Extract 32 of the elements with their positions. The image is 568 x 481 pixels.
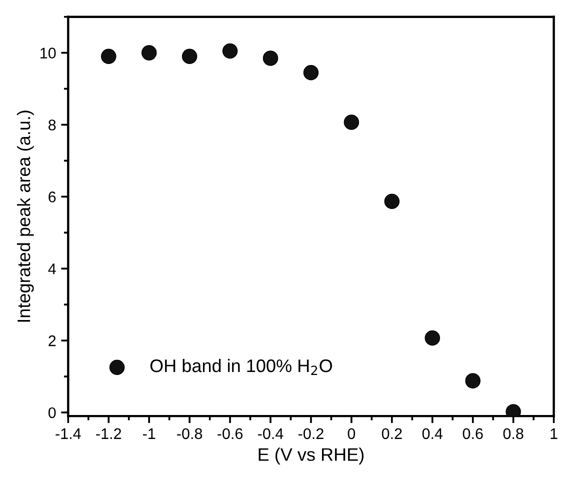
y-tick-label: 6 <box>48 192 56 202</box>
y-tick-label: 8 <box>48 120 56 130</box>
x-tick-label: -0.4 <box>258 428 284 440</box>
x-axis-title: E (V vs RHE) <box>258 448 364 464</box>
point <box>182 48 198 64</box>
point <box>222 43 238 59</box>
x-tick-label: 1 <box>550 428 558 439</box>
point <box>141 45 157 60</box>
point <box>465 373 480 388</box>
x-tick-label: 0.8 <box>503 428 524 440</box>
point <box>424 330 440 346</box>
y-tick-label: 10 <box>40 48 56 58</box>
x-tick-label: -1.4 <box>56 428 81 439</box>
point <box>100 48 116 64</box>
x-tick-label: -1 <box>142 428 156 439</box>
point <box>262 50 278 66</box>
point <box>303 64 319 80</box>
x-tick-label: 0 <box>348 428 356 440</box>
x-tick-label: 0.6 <box>462 428 483 440</box>
point <box>344 114 360 130</box>
x-tick-label: 0.4 <box>422 428 443 440</box>
point <box>384 194 400 209</box>
y-tick-label: 0 <box>48 407 56 418</box>
x-tick-label: -0.8 <box>177 428 202 440</box>
x-tick-label: -0.2 <box>298 428 324 440</box>
x-tick-label: -0.6 <box>218 428 243 440</box>
x-tick-label: -1.2 <box>96 428 122 439</box>
y-tick-label: 4 <box>48 264 56 274</box>
y-tick-label: 2 <box>48 335 56 346</box>
y-axis-title: Integrated peak area (a.u.) <box>16 110 34 322</box>
legend-label: OH band in 100% H$_{2}$O <box>150 358 332 375</box>
x-tick-label: 0.2 <box>382 428 402 440</box>
